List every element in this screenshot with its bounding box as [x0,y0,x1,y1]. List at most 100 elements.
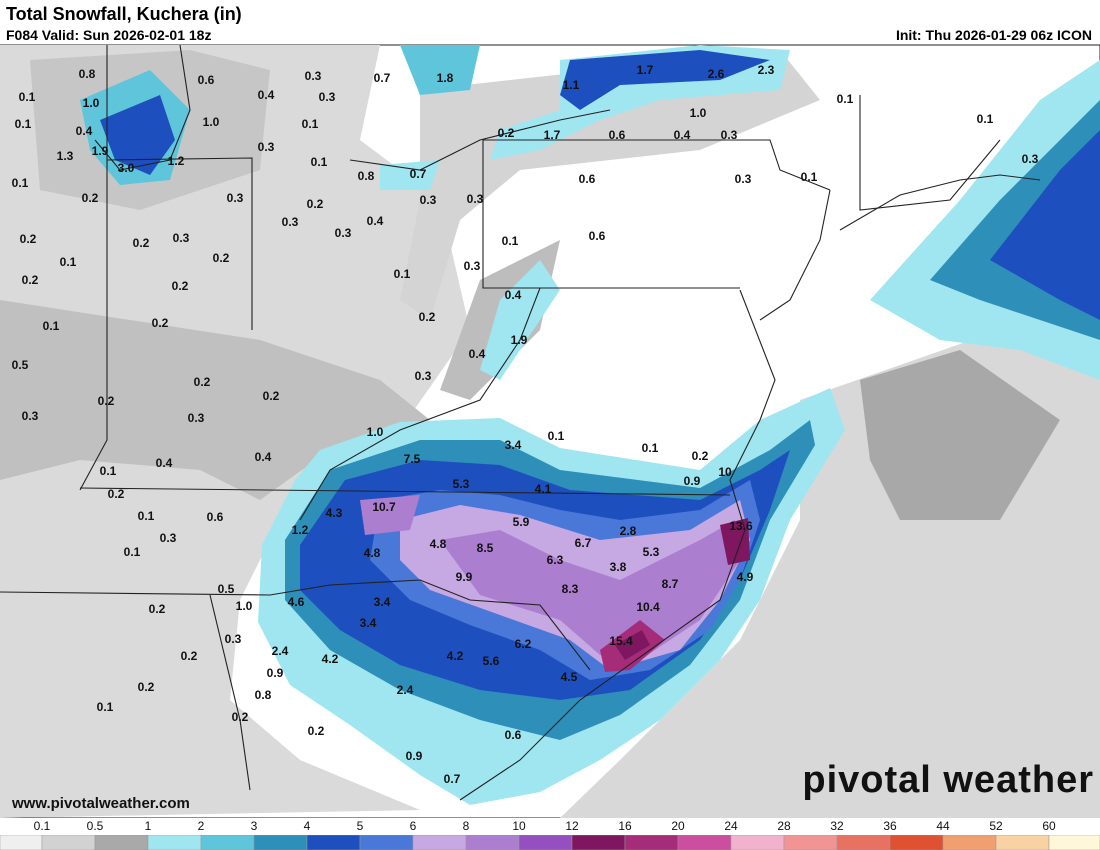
snowfall-label: 0.2 [213,251,230,265]
legend-swatch [571,834,626,850]
snowfall-label: 1.0 [236,599,253,613]
snow-area [400,50,820,320]
legend-tick-label: 10 [512,819,526,833]
snowfall-label: 0.3 [420,193,437,207]
snowfall-label: 1.0 [690,106,707,120]
snowfall-label: 0.1 [12,176,29,190]
legend-tick-label: 24 [724,819,738,833]
state-border [79,487,731,496]
legend-swatch [465,834,520,850]
legend-tick-label: 20 [671,819,685,833]
snowfall-label: 0.8 [255,688,272,702]
snowfall-label: 1.3 [57,149,74,163]
snowfall-label: 0.1 [801,170,818,184]
snow-area [440,520,740,660]
snowfall-label: 9.9 [456,570,473,584]
snowfall-label: 2.4 [397,683,414,697]
snowfall-label: 8.5 [477,541,494,555]
snowfall-label: 6.3 [547,553,564,567]
legend-tick-label: 28 [777,819,791,833]
snowfall-label: 0.2 [194,375,211,389]
legend-tick-label: 0.5 [87,819,104,833]
snowfall-label: 4.1 [535,482,552,496]
legend-swatch [995,834,1050,850]
snowfall-label: 0.2 [108,487,125,501]
snowfall-label: 5.9 [513,515,530,529]
snowfall-label: 0.3 [22,409,39,423]
legend-bg [0,818,1100,835]
snowfall-label: 0.4 [156,456,173,470]
snowfall-label: 0.1 [19,90,36,104]
snowfall-label: 2.6 [708,67,725,81]
snowfall-label: 0.3 [1022,152,1039,166]
snowfall-label: 5.6 [483,654,500,668]
snowfall-label: 0.1 [837,92,854,106]
snowfall-label: 0.1 [15,117,32,131]
snowfall-label: 4.2 [447,649,464,663]
legend-swatch [1048,834,1100,850]
snowfall-label: 0.3 [464,259,481,273]
legend-swatch [412,834,467,850]
snowfall-label: 2.3 [758,63,775,77]
snow-area [360,495,420,535]
snowfall-label: 0.1 [548,429,565,443]
snowfall-label: 3.4 [360,616,377,630]
snowfall-label: 0.3 [319,90,336,104]
snowfall-label: 1.2 [292,523,309,537]
legend-swatch [359,834,414,850]
snowfall-label: 10.7 [372,500,396,514]
legend-swatch [147,834,202,850]
snowfall-label: 0.6 [505,728,522,742]
snowfall-label: 0.2 [232,710,249,724]
snowfall-label: 0.2 [692,449,709,463]
snowfall-label: 0.3 [335,226,352,240]
snowfall-label: 0.2 [263,389,280,403]
legend-tick-label: 8 [463,819,470,833]
legend-swatch [253,834,308,850]
snowfall-label: 8.3 [562,582,579,596]
snowfall-label: 3.8 [610,560,627,574]
snowfall-label: 4.8 [430,537,447,551]
state-border [106,157,253,330]
state-border [483,139,831,191]
state-border [482,140,740,289]
snowfall-label: 0.3 [160,531,177,545]
snowfall-label: 1.0 [203,115,220,129]
snowfall-label: 0.4 [367,214,384,228]
snowfall-label: 0.4 [674,128,691,142]
snowfall-label: 0.3 [305,69,322,83]
lake-shore [349,109,611,171]
snow-area [400,45,480,95]
legend-swatch [41,834,96,850]
snowfall-label: 1.9 [511,333,528,347]
snowfall-label: 0.2 [138,680,155,694]
snow-area [560,50,770,110]
coastline [759,189,831,321]
legend-swatch [889,834,944,850]
legend-tick-label: 5 [357,819,364,833]
snowfall-label: 0.6 [198,73,215,87]
snowfall-label: 0.2 [133,236,150,250]
snowfall-label: 0.3 [721,128,738,142]
legend-swatch [0,834,43,850]
state-border [299,287,541,521]
snowfall-label: 0.3 [225,632,242,646]
snowfall-label: 0.2 [498,126,515,140]
snowfall-label: 0.7 [374,71,391,85]
snowfall-label: 0.1 [311,155,328,169]
snowfall-label: 0.1 [97,700,114,714]
map-labels: 0.8 0.6 0.3 0.7 1.8 1.7 2.6 2.3 0.1 0.1 1.0 0.4 0.3 1… [12,63,1039,786]
init-time: Init: Thu 2026-01-29 06z ICON [896,27,1092,43]
snowfall-label: 0.2 [419,310,436,324]
snowfall-label: 0.2 [152,316,169,330]
snowfall-label: 4.3 [326,506,343,520]
legend-tick-label: 2 [198,819,205,833]
legend-swatch [200,834,255,850]
snowfall-label: 0.1 [642,441,659,455]
snowfall-label: 1.9 [92,144,109,158]
snowfall-label: 0.3 [735,172,752,186]
title: Total Snowfall, Kuchera (in) [6,4,242,24]
snowfall-label: 15.4 [609,634,633,648]
snowfall-label: 0.4 [258,88,275,102]
